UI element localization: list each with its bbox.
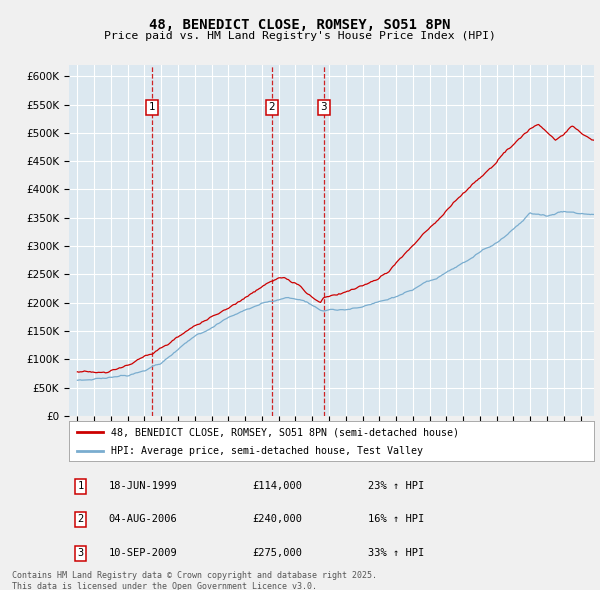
Text: Price paid vs. HM Land Registry's House Price Index (HPI): Price paid vs. HM Land Registry's House … [104, 31, 496, 41]
Text: 3: 3 [77, 548, 83, 558]
Text: £240,000: £240,000 [253, 514, 303, 525]
Text: 04-AUG-2006: 04-AUG-2006 [109, 514, 177, 525]
Text: 23% ↑ HPI: 23% ↑ HPI [368, 481, 425, 491]
Text: Contains HM Land Registry data © Crown copyright and database right 2025.
This d: Contains HM Land Registry data © Crown c… [12, 571, 377, 590]
Text: 48, BENEDICT CLOSE, ROMSEY, SO51 8PN (semi-detached house): 48, BENEDICT CLOSE, ROMSEY, SO51 8PN (se… [111, 427, 459, 437]
Text: 48, BENEDICT CLOSE, ROMSEY, SO51 8PN: 48, BENEDICT CLOSE, ROMSEY, SO51 8PN [149, 18, 451, 32]
Text: £114,000: £114,000 [253, 481, 303, 491]
Text: 3: 3 [320, 103, 327, 112]
Text: £275,000: £275,000 [253, 548, 303, 558]
Text: 2: 2 [268, 103, 275, 112]
Text: 16% ↑ HPI: 16% ↑ HPI [368, 514, 425, 525]
Text: 2: 2 [77, 514, 83, 525]
Text: 1: 1 [77, 481, 83, 491]
Text: 1: 1 [149, 103, 155, 112]
Text: HPI: Average price, semi-detached house, Test Valley: HPI: Average price, semi-detached house,… [111, 445, 423, 455]
Text: 33% ↑ HPI: 33% ↑ HPI [368, 548, 425, 558]
Text: 10-SEP-2009: 10-SEP-2009 [109, 548, 177, 558]
Text: 18-JUN-1999: 18-JUN-1999 [109, 481, 177, 491]
